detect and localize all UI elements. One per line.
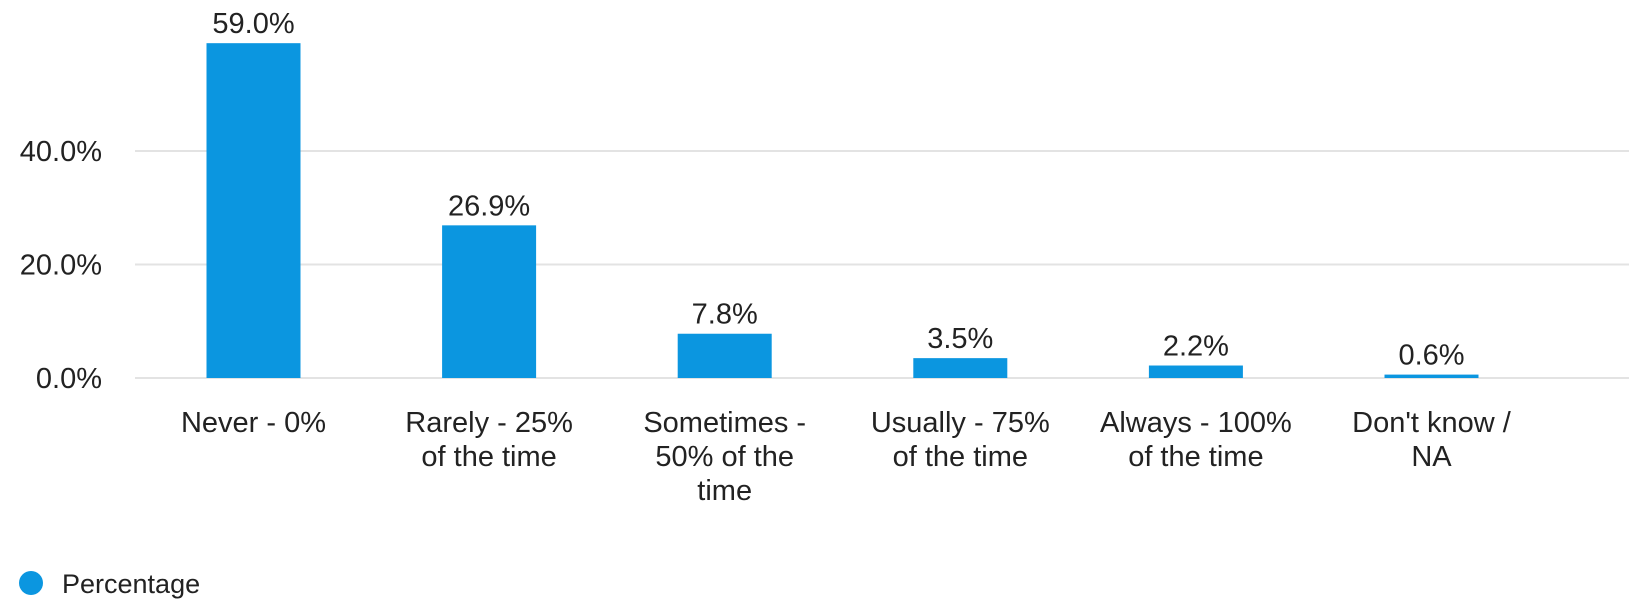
bar — [677, 333, 772, 378]
data-label: 0.6% — [1398, 340, 1464, 372]
legend-label: Percentage — [62, 569, 200, 599]
y-tick-label: 40.0% — [20, 136, 102, 168]
x-axis: Never - 0% Rarely - 25% of the time Sometim… — [181, 407, 1512, 507]
x-tick-label: Usually - 75% of the time — [871, 407, 1050, 473]
bars — [206, 43, 1479, 379]
data-labels: 59.0% 26.9% 7.8% 3.5% 2.2% 0.6% — [212, 8, 1464, 371]
bar — [442, 225, 537, 378]
x-tick-label: Rarely - 25% of the time — [405, 407, 573, 473]
y-axis: 0.0% 20.0% 40.0% — [20, 136, 102, 395]
data-label: 7.8% — [692, 299, 758, 331]
data-label: 2.2% — [1163, 331, 1229, 363]
x-tick-label: Sometimes -50% of the time — [643, 407, 806, 507]
data-label: 59.0% — [212, 8, 294, 40]
legend: Percentage — [19, 569, 200, 599]
bar — [1148, 365, 1243, 378]
x-tick-label: Don't know / NA — [1352, 407, 1512, 473]
bar — [1384, 374, 1479, 378]
x-tick-label: Always - 100% of the time — [1100, 407, 1292, 473]
gridlines — [135, 150, 1629, 379]
data-label: 26.9% — [448, 190, 530, 222]
y-tick-label: 20.0% — [20, 250, 102, 282]
y-tick-label: 0.0% — [36, 363, 102, 395]
legend-swatch-icon — [19, 571, 43, 595]
data-label: 3.5% — [927, 323, 993, 355]
bar — [913, 358, 1008, 378]
x-tick-label: Never - 0% — [181, 407, 326, 439]
bar — [206, 43, 301, 379]
